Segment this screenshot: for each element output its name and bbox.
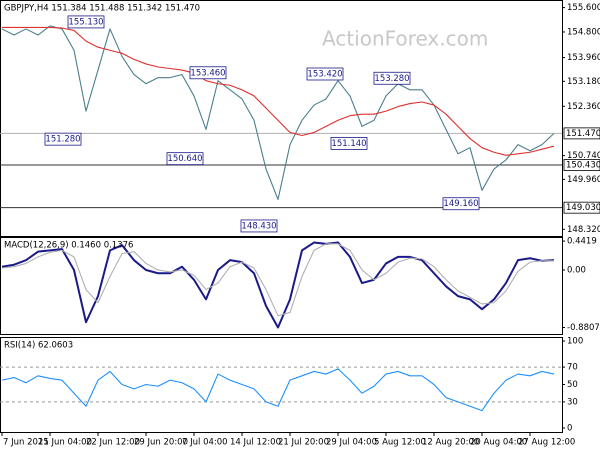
level-box bbox=[563, 127, 600, 140]
annotation-box bbox=[67, 15, 105, 29]
x-tick-label: 29 Jul 04:00 bbox=[326, 438, 377, 448]
annotation-label: 153.420 bbox=[307, 69, 342, 79]
x-tick-label: 15 Jun 04:00 bbox=[38, 438, 92, 448]
y-tick-label: 154.800 bbox=[567, 27, 600, 37]
series-line bbox=[2, 26, 555, 156]
annotation-label: 153.280 bbox=[374, 74, 409, 84]
x-tick-label: 7 Jul 04:00 bbox=[182, 438, 228, 448]
y-tick-label: 0.00 bbox=[567, 265, 586, 275]
y-tick-label: 70 bbox=[567, 363, 578, 373]
level-label: 151.470 bbox=[566, 129, 600, 139]
annotation-label: 151.280 bbox=[45, 135, 80, 145]
x-tick-label: 12 Aug 20:00 bbox=[422, 438, 479, 448]
annotation-label: 148.430 bbox=[241, 221, 276, 231]
series-line bbox=[1, 243, 554, 317]
y-tick-label: 152.360 bbox=[567, 102, 600, 112]
y-tick-label: 0.4419 bbox=[567, 237, 597, 247]
annotation-label: 149.160 bbox=[443, 199, 478, 209]
annotation-label: 151.140 bbox=[331, 139, 366, 149]
series-line bbox=[1, 368, 555, 412]
y-tick-label: 155.600 bbox=[567, 3, 600, 13]
x-tick-label: 20 Aug 04:00 bbox=[470, 438, 527, 448]
y-tick-label: 100 bbox=[567, 337, 583, 347]
x-tick-label: 27 Aug 12:00 bbox=[518, 438, 575, 448]
panel-title: RSI(14) 62.0603 bbox=[4, 341, 73, 351]
level-box bbox=[563, 201, 600, 214]
annotation-box bbox=[240, 219, 278, 233]
level-label: 149.030 bbox=[566, 203, 600, 213]
x-tick-label: 21 Jul 20:00 bbox=[278, 438, 329, 448]
y-tick-label: -0.8807 bbox=[567, 323, 600, 333]
annotation-label: 153.460 bbox=[190, 68, 225, 78]
y-tick-label: 148.320 bbox=[567, 225, 600, 235]
y-tick-label: 149.960 bbox=[567, 175, 600, 185]
annotation-label: 150.640 bbox=[167, 154, 202, 164]
annotation-box bbox=[166, 152, 204, 166]
y-tick-label: 50 bbox=[567, 380, 578, 390]
panel-frame bbox=[0, 237, 563, 335]
y-tick-label: 150.740 bbox=[567, 151, 600, 161]
x-tick-label: 29 Jun 20:00 bbox=[134, 438, 188, 448]
level-label: 150.430 bbox=[566, 161, 600, 171]
annotation-label: 155.130 bbox=[68, 17, 103, 27]
annotation-box bbox=[44, 132, 82, 146]
annotation-box bbox=[442, 197, 480, 211]
annotation-box bbox=[373, 71, 411, 85]
y-tick-label: 30 bbox=[567, 397, 578, 407]
x-tick-label: 5 Aug 12:00 bbox=[374, 438, 426, 448]
y-tick-label: 153.180 bbox=[567, 77, 600, 87]
x-tick-label: 7 Jun 2021 bbox=[3, 438, 49, 448]
y-tick-label: 0 bbox=[567, 424, 572, 434]
level-box bbox=[563, 159, 600, 171]
series-line bbox=[1, 241, 555, 329]
panel-title: GBPJPY,H4 151.384 151.488 151.342 151.47… bbox=[4, 4, 200, 14]
x-tick-label: 14 Jul 12:00 bbox=[230, 438, 281, 448]
x-tick-label: 22 Jun 12:00 bbox=[86, 438, 140, 448]
panel-title: MACD(12,26,9) 0.1460 0.1376 bbox=[4, 241, 133, 251]
series-line bbox=[1, 25, 555, 201]
annotation-box bbox=[306, 67, 344, 81]
panel-frame bbox=[0, 0, 563, 237]
annotation-box bbox=[189, 66, 227, 80]
watermark: ActionForex.com bbox=[322, 27, 488, 51]
y-tick-label: 153.960 bbox=[567, 53, 600, 63]
annotation-box bbox=[330, 137, 368, 150]
